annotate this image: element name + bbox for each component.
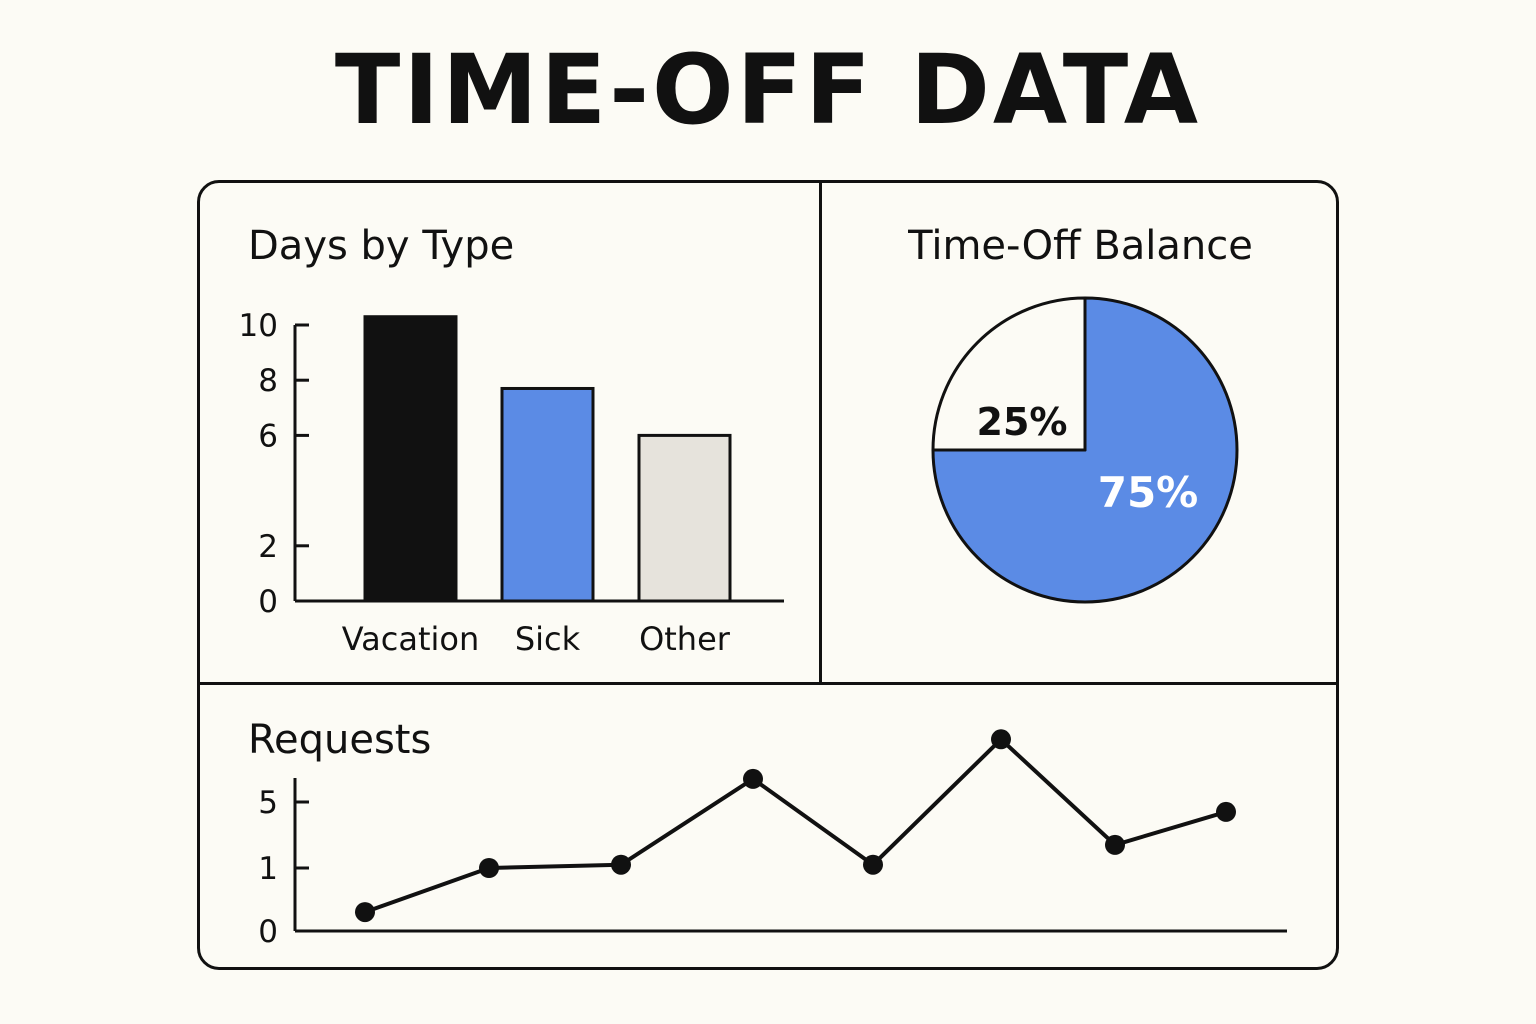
pie-slice-label: 25% [977,400,1068,444]
bar-y-tick-label: 6 [258,418,278,454]
vertical-divider [819,180,822,683]
bar-chart-title: Days by Type [248,223,515,269]
line-point [743,768,763,789]
bar-vacation [363,315,458,603]
requests-line [364,737,1227,914]
line-point [1216,801,1236,822]
pie-slice-25 [931,296,1087,452]
line-y-tick-label: 5 [258,785,278,821]
line-y-tick-label: 0 [258,914,278,950]
line-chart-title: Requests [248,717,432,763]
page-title: TIME-OFF DATA [334,34,1202,146]
pie-slice-label: 75% [1098,468,1199,517]
bar-category-label: Sick [515,620,581,658]
line-point [611,854,631,875]
bar-category-label: Vacation [342,620,480,658]
line-point [479,858,499,878]
line-point [991,729,1011,750]
line-point [863,854,883,875]
bar-y-tick-label: 2 [258,529,278,565]
bar-y-tick-label: 0 [258,584,278,620]
pie-slice-75 [931,296,1239,604]
bar-y-tick-label: 10 [239,308,278,344]
bar-sick [500,386,595,603]
line-y-tick-label: 1 [258,851,278,887]
line-point [1105,834,1125,855]
pie-chart-title: Time-Off Balance [908,223,1253,269]
bar-category-label: Other [639,620,731,658]
bar-y-tick-label: 8 [258,363,278,399]
line-point [355,902,375,923]
horizontal-divider [197,682,1339,685]
bar-other [637,433,732,603]
